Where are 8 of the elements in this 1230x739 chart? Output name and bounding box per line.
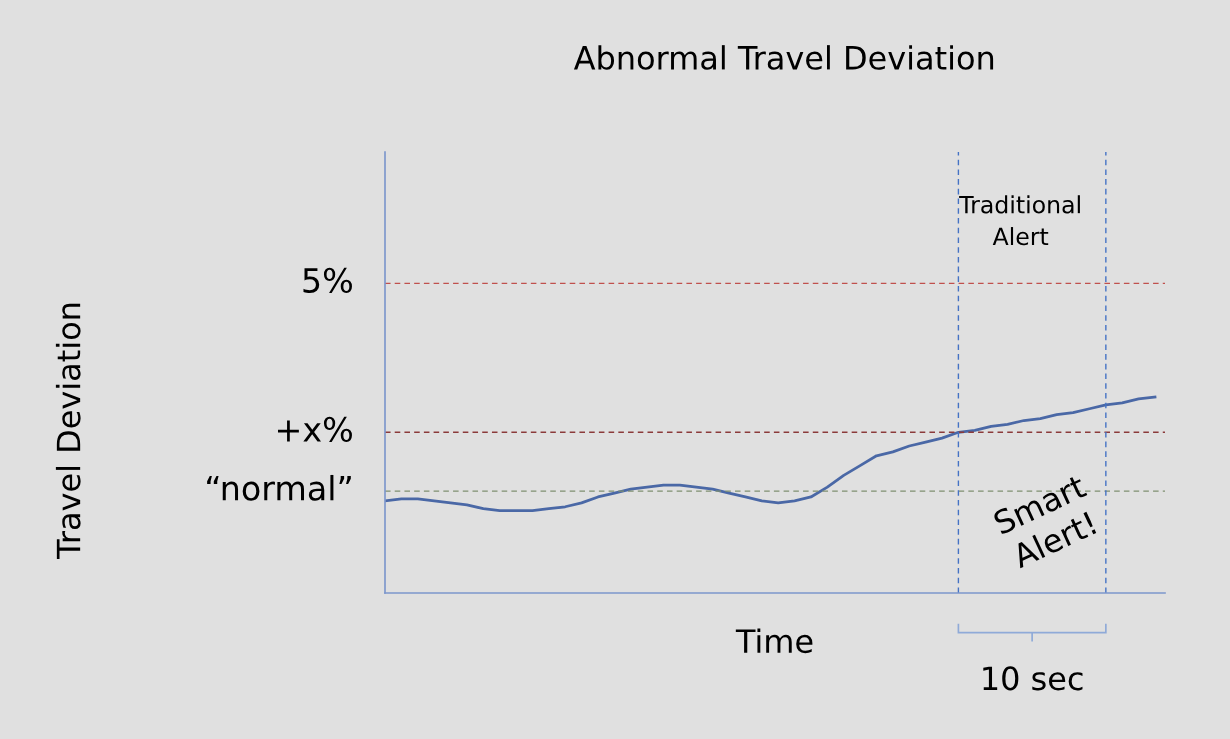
x-axis-title: Time <box>735 628 813 654</box>
chart-title: Abnormal Travel Deviation <box>573 45 994 70</box>
text: 5% <box>303 267 352 293</box>
text: Travel Deviation <box>55 303 81 560</box>
text: 10 sec <box>983 666 1083 691</box>
text: Traditional Alert <box>959 195 1080 246</box>
text: “normal” <box>207 474 351 501</box>
text: +x% <box>278 416 352 442</box>
